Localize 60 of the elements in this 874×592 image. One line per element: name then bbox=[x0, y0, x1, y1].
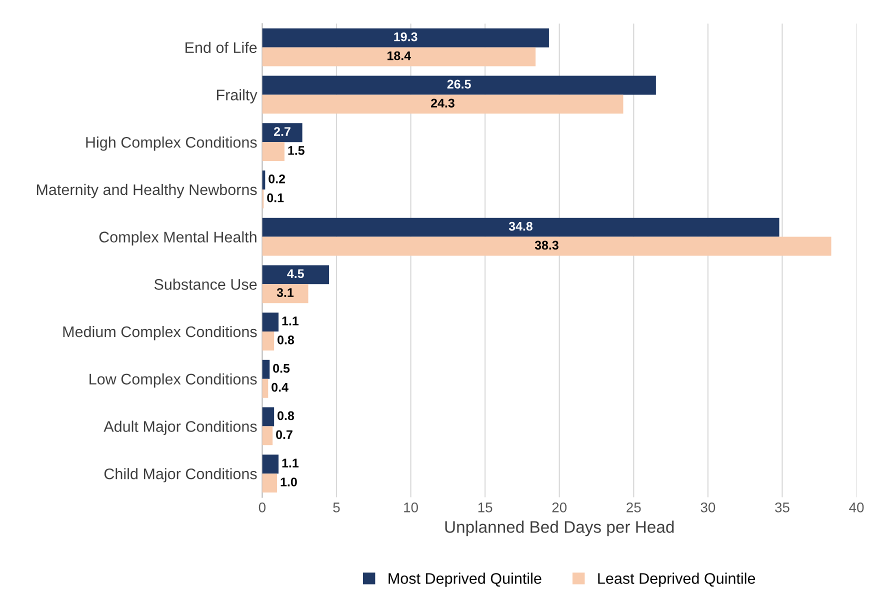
y-tick-label: Maternity and Healthy Newborns bbox=[36, 184, 257, 198]
legend-label: Least Deprived Quintile bbox=[598, 572, 756, 587]
bar bbox=[262, 426, 273, 446]
bar bbox=[262, 94, 624, 114]
bar bbox=[262, 236, 832, 256]
data-label: 0.1 bbox=[267, 193, 284, 202]
bar bbox=[262, 454, 279, 474]
bar bbox=[262, 47, 536, 66]
y-tick-label: Medium Complex Conditions bbox=[63, 326, 257, 340]
data-label: 34.8 bbox=[508, 222, 533, 231]
bar bbox=[262, 218, 780, 237]
data-label: 0.7 bbox=[276, 430, 292, 440]
x-axis-title: Unplanned Bed Days per Head bbox=[445, 520, 674, 536]
data-label: 0.2 bbox=[268, 174, 286, 184]
data-label: 24.3 bbox=[430, 98, 454, 108]
x-tick-label: 10 bbox=[404, 502, 418, 512]
bar bbox=[262, 360, 270, 379]
data-label: 0.8 bbox=[278, 411, 294, 420]
y-tick-label: High Complex Conditions bbox=[86, 136, 257, 151]
x-tick-label: 25 bbox=[626, 502, 641, 512]
y-tick-label: Complex Mental Health bbox=[99, 231, 256, 246]
data-label: 38.3 bbox=[534, 240, 558, 250]
bar bbox=[262, 123, 302, 142]
data-label: 1.1 bbox=[282, 458, 299, 468]
y-tick-label: Substance Use bbox=[154, 278, 257, 290]
bar bbox=[262, 265, 330, 284]
data-label: 0.4 bbox=[272, 382, 288, 392]
data-label: 0.5 bbox=[273, 364, 290, 373]
bar bbox=[262, 332, 274, 350]
data-label: 1.0 bbox=[280, 478, 297, 486]
data-label: 2.7 bbox=[274, 127, 290, 136]
data-label: 1.1 bbox=[282, 316, 299, 326]
data-label: 19.3 bbox=[394, 32, 418, 42]
data-label: 0.8 bbox=[278, 335, 294, 344]
bar bbox=[262, 76, 656, 95]
x-tick-label: 0 bbox=[258, 502, 266, 512]
y-tick-label: End of Life bbox=[186, 42, 257, 54]
x-tick-label: 35 bbox=[775, 502, 790, 512]
data-label: 26.5 bbox=[447, 80, 471, 89]
bar bbox=[262, 28, 549, 48]
x-tick-label: 20 bbox=[552, 502, 567, 512]
data-label: 18.4 bbox=[388, 51, 411, 60]
data-label: 4.5 bbox=[287, 269, 304, 278]
bar bbox=[262, 474, 278, 493]
y-tick-label: Frailty bbox=[217, 89, 258, 104]
y-tick-label: Low Complex Conditions bbox=[90, 373, 257, 388]
x-tick-label: 30 bbox=[700, 502, 716, 512]
data-label: 1.5 bbox=[288, 146, 304, 155]
x-tick-label: 15 bbox=[478, 502, 492, 512]
y-tick-label: Child Major Conditions bbox=[104, 468, 257, 482]
x-tick-label: 40 bbox=[849, 502, 864, 512]
bar bbox=[262, 142, 284, 162]
bar bbox=[262, 284, 308, 304]
x-tick-label: 5 bbox=[333, 502, 340, 512]
y-tick-label: Adult Major Conditions bbox=[104, 420, 257, 435]
bar bbox=[262, 312, 279, 332]
bar bbox=[262, 407, 274, 426]
legend-label: Most Deprived Quintile bbox=[388, 572, 542, 587]
bar bbox=[262, 378, 268, 398]
data-label: 3.1 bbox=[276, 288, 294, 298]
